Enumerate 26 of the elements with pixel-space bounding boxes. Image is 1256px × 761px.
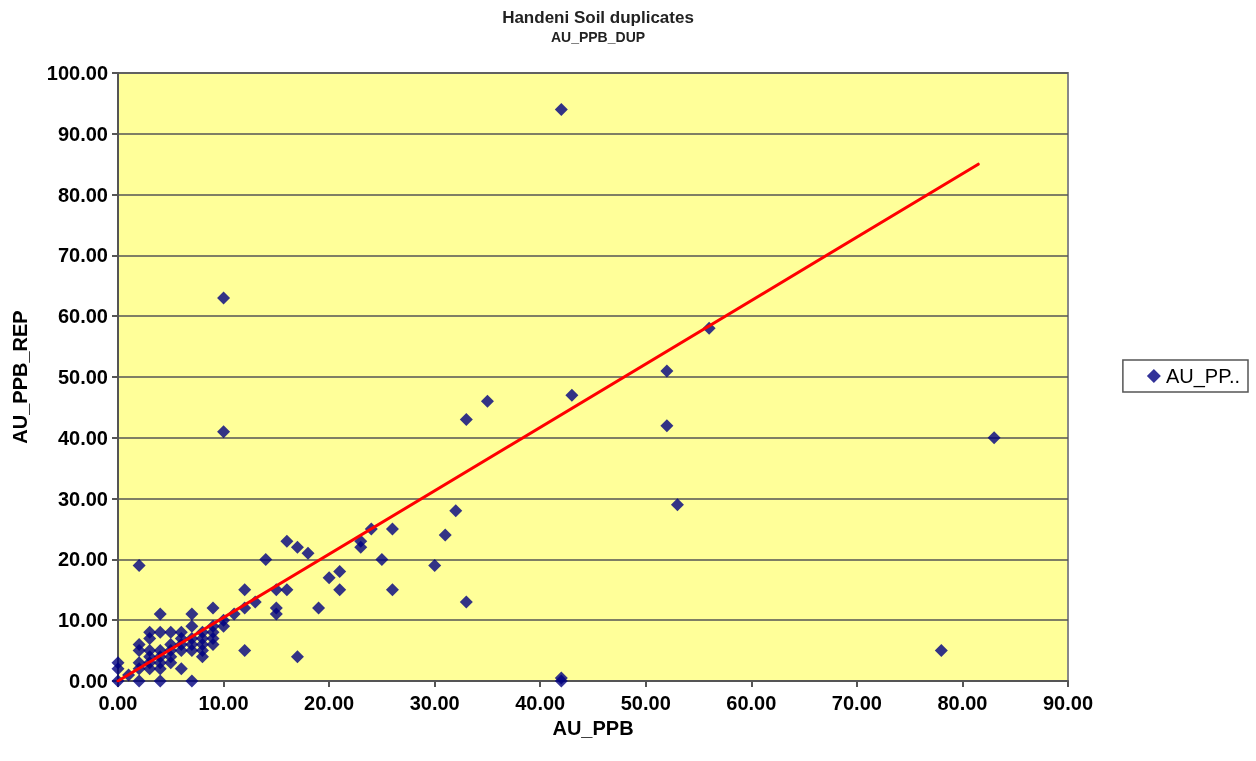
chart-subtitle: AU_PPB_DUP [550, 29, 646, 45]
x-tick-label: 60.00 [726, 692, 777, 714]
x-axis-title: AU_PPB [552, 716, 634, 739]
x-tick-label: 10.00 [198, 692, 249, 714]
chart-title: Handeni Soil duplicates [502, 8, 694, 27]
y-tick-label: 100.00 [46, 62, 108, 84]
x-tick-label: 30.00 [409, 692, 460, 714]
y-tick-label: 10.00 [57, 609, 108, 632]
x-tick-label: 50.00 [620, 692, 671, 714]
y-axis-title: AU_PPB_REP [9, 310, 31, 444]
x-tick-label: 0.00 [98, 692, 138, 714]
y-tick-label: 20.00 [57, 548, 108, 571]
y-tick-label: 80.00 [57, 183, 108, 206]
y-tick-label: 40.00 [57, 426, 108, 449]
legend-label: AU_PP.. [1165, 365, 1240, 388]
y-tick-label: 0.00 [69, 670, 108, 692]
y-tick-label: 30.00 [57, 487, 108, 510]
y-tick-label: 70.00 [57, 244, 108, 267]
x-tick-label: 40.00 [515, 692, 566, 714]
y-tick-label: 60.00 [57, 305, 108, 328]
x-tick-label: 80.00 [937, 692, 988, 714]
x-tick-label: 20.00 [304, 692, 355, 714]
x-tick-label: 70.00 [831, 692, 882, 714]
y-tick-label: 90.00 [57, 122, 108, 145]
x-tick-label: 90.00 [1042, 692, 1094, 714]
y-tick-label: 50.00 [57, 366, 108, 388]
